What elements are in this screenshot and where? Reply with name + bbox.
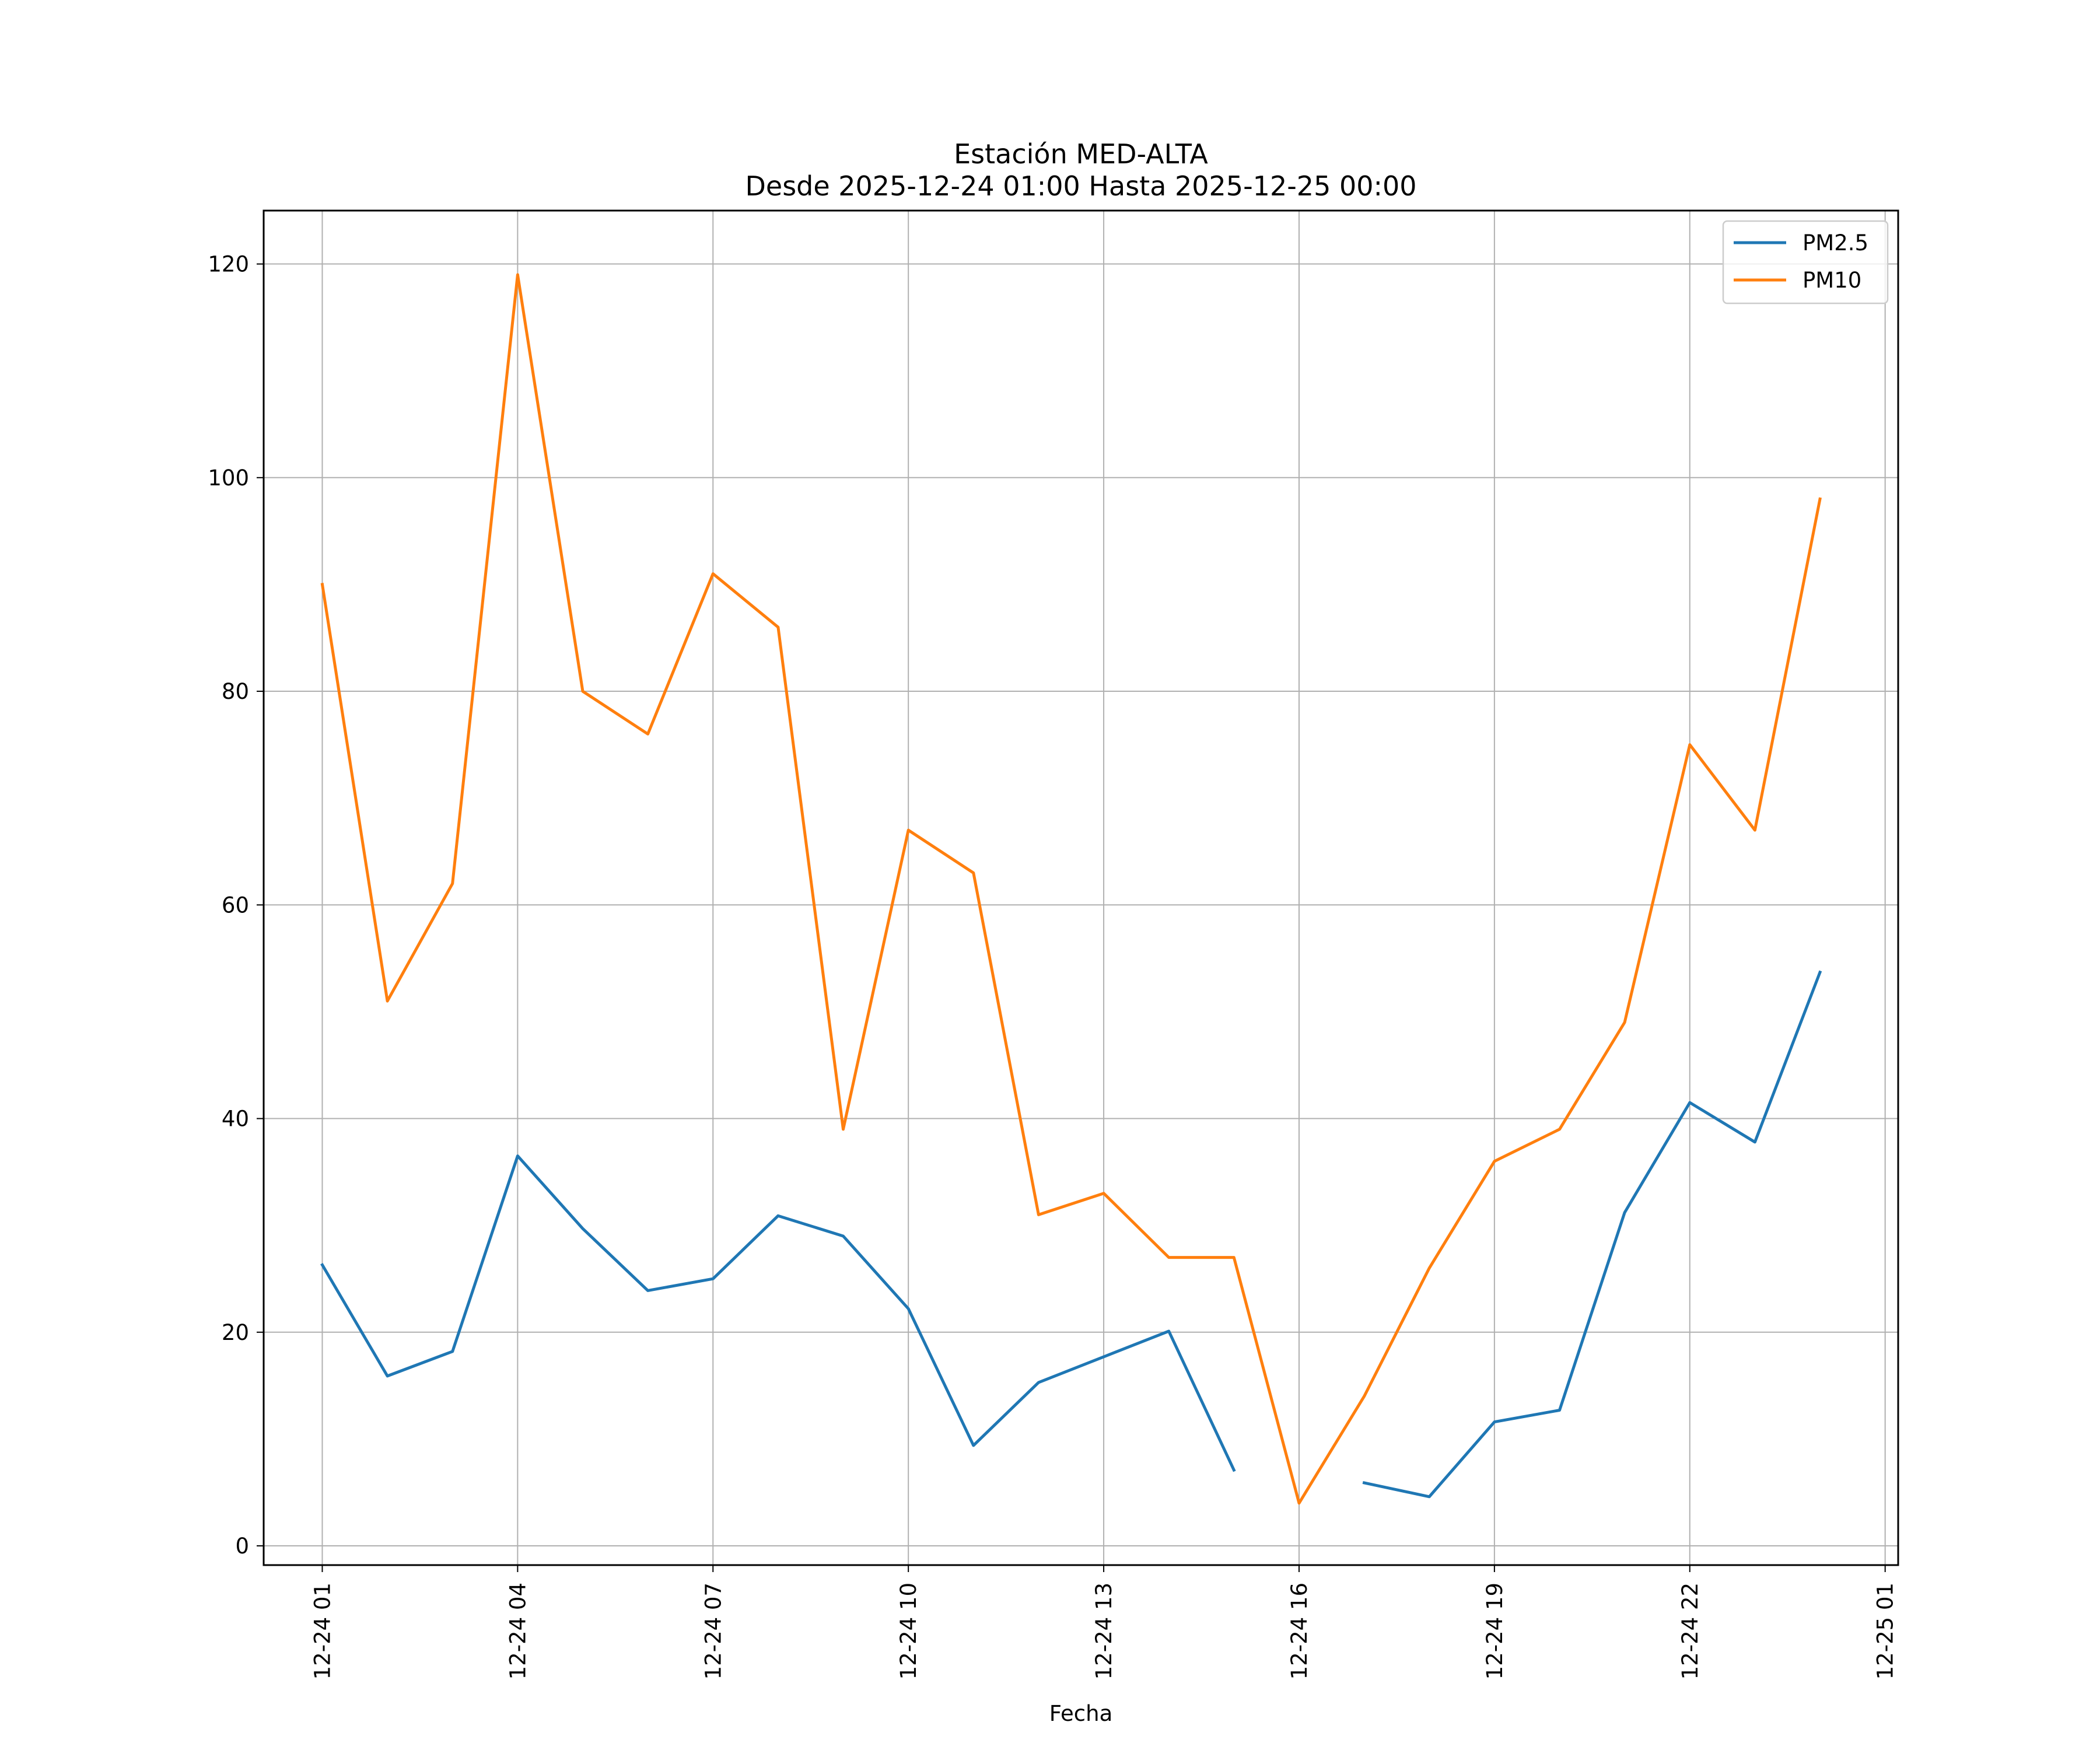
y-tick-label: 100	[208, 466, 249, 491]
plot-frame	[262, 209, 1899, 1566]
grid	[264, 211, 1898, 1565]
x-tick-label: 12-24 22	[1678, 1583, 1703, 1679]
x-tick-label: 12-24 19	[1482, 1583, 1507, 1679]
series-line-pm25	[320, 1154, 1236, 1472]
chart-title: Estación MED-ALTA	[954, 138, 1208, 170]
series-line-pm25	[1362, 970, 1822, 1499]
y-tick-label: 0	[235, 1534, 249, 1559]
legend-label-pm25: PM2.5	[1803, 230, 1868, 256]
x-tick-label: 12-24 04	[505, 1583, 530, 1679]
axis-ticks: 0 20 40 60 80 100 120 12-24 01 12-24 04 12-24 07 1…	[208, 252, 1898, 1680]
x-tick-label: 12-25 01	[1873, 1583, 1898, 1679]
legend-label-pm10: PM10	[1803, 268, 1861, 293]
y-tick-label: 60	[222, 892, 249, 918]
x-axis-label: Fecha	[1049, 1701, 1113, 1726]
y-tick-label: 40	[222, 1107, 249, 1132]
y-tick-label: 80	[222, 679, 249, 704]
x-tick-label: 12-24 01	[310, 1583, 335, 1679]
chart-subtitle: Desde 2025-12-24 01:00 Hasta 2025-12-25 …	[745, 170, 1416, 202]
x-tick-label: 12-24 10	[896, 1583, 921, 1679]
legend: PM2.5 PM10	[1722, 220, 1889, 304]
x-tick-label: 12-24 16	[1287, 1583, 1312, 1679]
y-tick-label: 20	[222, 1320, 249, 1345]
series-line-pm10	[320, 273, 1822, 1505]
x-tick-label: 12-24 13	[1091, 1583, 1116, 1679]
series-lines	[320, 273, 1822, 1505]
y-tick-label: 120	[208, 252, 249, 277]
x-tick-label: 12-24 07	[701, 1583, 726, 1679]
